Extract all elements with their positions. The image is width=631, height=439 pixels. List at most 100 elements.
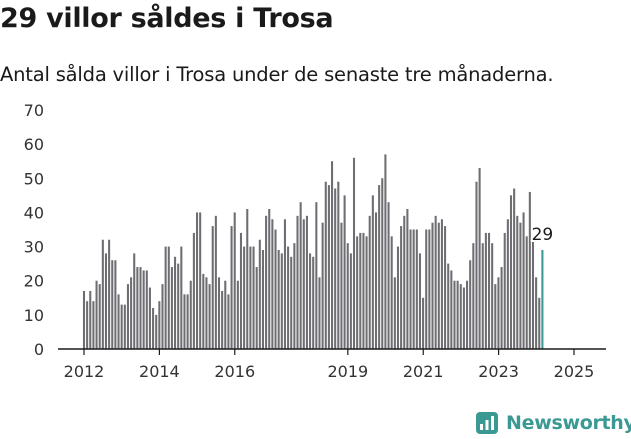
bar	[396, 246, 400, 349]
bar	[453, 280, 456, 349]
bar	[287, 246, 290, 349]
bar	[252, 246, 255, 349]
bar	[296, 215, 299, 349]
bar	[152, 308, 155, 349]
bar	[243, 246, 246, 349]
bar	[101, 239, 104, 349]
bar	[211, 226, 214, 349]
bar	[302, 219, 305, 349]
bar	[387, 202, 390, 349]
bar	[487, 232, 491, 349]
bar	[167, 246, 170, 349]
bar	[230, 226, 233, 349]
bar	[161, 284, 164, 349]
bar	[406, 209, 409, 349]
newsworthy-logo: Newsworthy	[476, 408, 631, 438]
bar	[538, 297, 541, 349]
bar	[224, 280, 227, 349]
x-tick-label: 2012	[64, 362, 105, 381]
chart-title: 29 villor såldes i Trosa	[0, 3, 334, 34]
bar	[425, 229, 428, 349]
bar	[513, 188, 516, 349]
y-tick-label: 30	[24, 238, 44, 257]
bar	[440, 219, 443, 349]
bar	[183, 294, 186, 349]
bar	[519, 222, 522, 349]
bar	[239, 232, 243, 349]
bar	[368, 215, 371, 349]
bar	[516, 215, 519, 349]
y-tick-label: 70	[24, 101, 44, 120]
bar	[324, 181, 327, 349]
bar	[199, 212, 202, 349]
bar	[186, 294, 189, 349]
bar	[384, 154, 387, 349]
bar	[145, 270, 148, 349]
bar	[98, 284, 101, 349]
bar	[82, 290, 86, 349]
bar	[491, 243, 494, 349]
bar	[177, 263, 180, 349]
bar	[378, 185, 381, 349]
bar	[255, 267, 258, 349]
bar	[409, 229, 412, 349]
bar	[469, 260, 472, 349]
bar	[111, 260, 114, 349]
bar	[506, 219, 509, 349]
bar	[400, 226, 403, 349]
x-tick-label: 2021	[403, 362, 444, 381]
bar	[268, 209, 271, 349]
x-tick-label: 2014	[139, 362, 180, 381]
bar	[265, 215, 268, 349]
bar	[475, 181, 478, 349]
bar	[374, 212, 378, 349]
bar	[196, 212, 199, 349]
bar	[472, 243, 475, 349]
bar	[189, 280, 192, 349]
y-tick-label: 40	[24, 203, 44, 222]
bar	[155, 314, 158, 349]
bar	[309, 253, 312, 349]
bar	[315, 202, 318, 349]
bar	[535, 277, 538, 349]
bar	[123, 304, 126, 349]
bar	[343, 195, 346, 349]
bar	[422, 297, 425, 349]
x-tick-label: 2025	[554, 362, 595, 381]
bar	[352, 157, 356, 349]
bar	[205, 277, 208, 349]
y-tick-label: 0	[34, 340, 44, 359]
bar	[280, 253, 283, 349]
bar	[290, 256, 293, 349]
bar	[371, 195, 374, 349]
bar	[261, 249, 264, 349]
bar	[136, 267, 139, 349]
chart-subtitle: Antal sålda villor i Trosa under de sena…	[0, 63, 554, 86]
bar	[174, 256, 177, 349]
bar	[164, 246, 167, 349]
bar	[390, 236, 393, 349]
bar	[356, 236, 359, 349]
bar	[522, 212, 525, 349]
bar	[305, 215, 308, 349]
bar	[271, 219, 274, 349]
bar	[180, 246, 183, 349]
bar	[349, 253, 352, 349]
bar	[450, 270, 453, 349]
x-tick-label: 2016	[214, 362, 255, 381]
bar	[444, 226, 447, 349]
bar	[133, 253, 136, 349]
bar	[89, 290, 92, 349]
bar	[221, 290, 224, 349]
bar	[233, 212, 236, 349]
brand-name: Newsworthy	[506, 412, 631, 434]
bar	[327, 185, 330, 349]
bar	[86, 301, 89, 349]
bar	[340, 222, 343, 349]
x-tick-label: 2019	[327, 362, 368, 381]
bar	[334, 188, 337, 349]
bar	[503, 232, 506, 349]
bar	[497, 277, 500, 349]
bar	[531, 236, 535, 349]
